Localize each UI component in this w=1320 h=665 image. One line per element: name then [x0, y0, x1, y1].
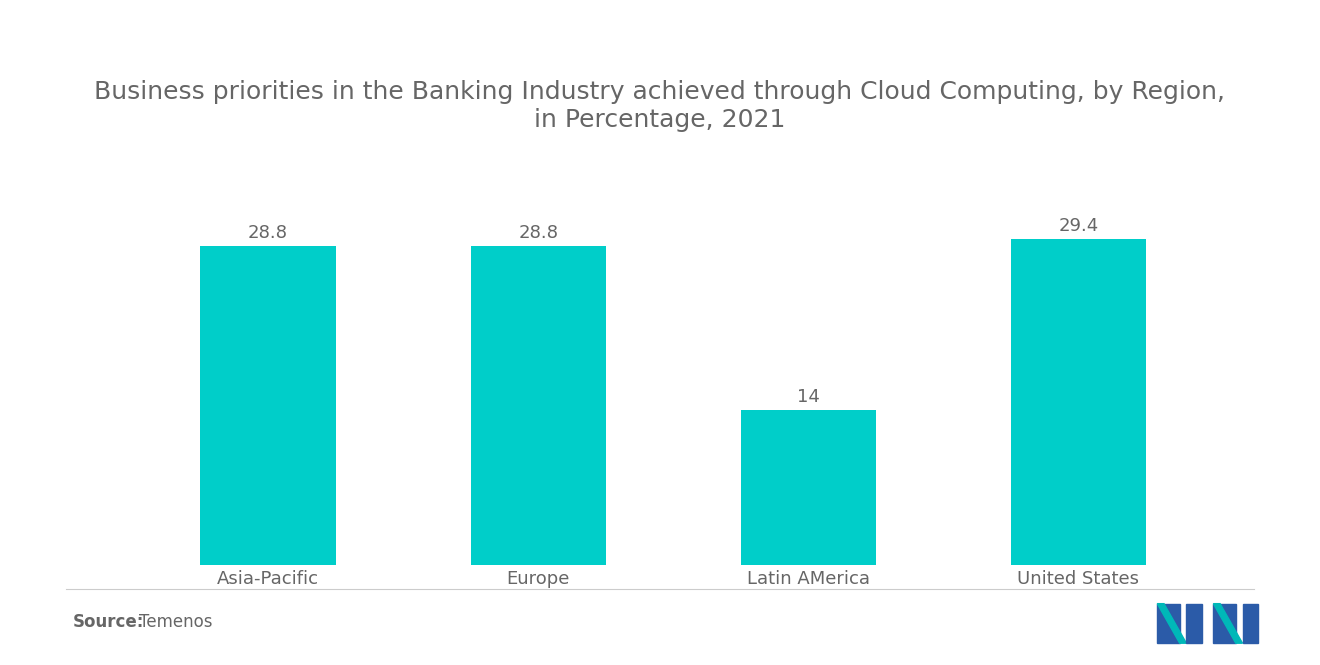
- Bar: [1011, 239, 1146, 565]
- Polygon shape: [1242, 604, 1258, 643]
- Text: 14: 14: [797, 388, 820, 406]
- Bar: [741, 410, 875, 565]
- Polygon shape: [1187, 604, 1203, 643]
- Text: 29.4: 29.4: [1059, 217, 1098, 235]
- Text: 28.8: 28.8: [248, 223, 288, 241]
- Bar: [471, 246, 606, 565]
- Polygon shape: [1213, 604, 1242, 643]
- Text: 28.8: 28.8: [519, 223, 558, 241]
- Bar: [201, 246, 335, 565]
- Text: Temenos: Temenos: [139, 612, 213, 631]
- Polygon shape: [1213, 604, 1236, 643]
- Polygon shape: [1158, 604, 1187, 643]
- Text: Source:: Source:: [73, 612, 144, 631]
- Text: Business priorities in the Banking Industry achieved through Cloud Computing, by: Business priorities in the Banking Indus…: [95, 80, 1225, 132]
- Polygon shape: [1158, 604, 1180, 643]
